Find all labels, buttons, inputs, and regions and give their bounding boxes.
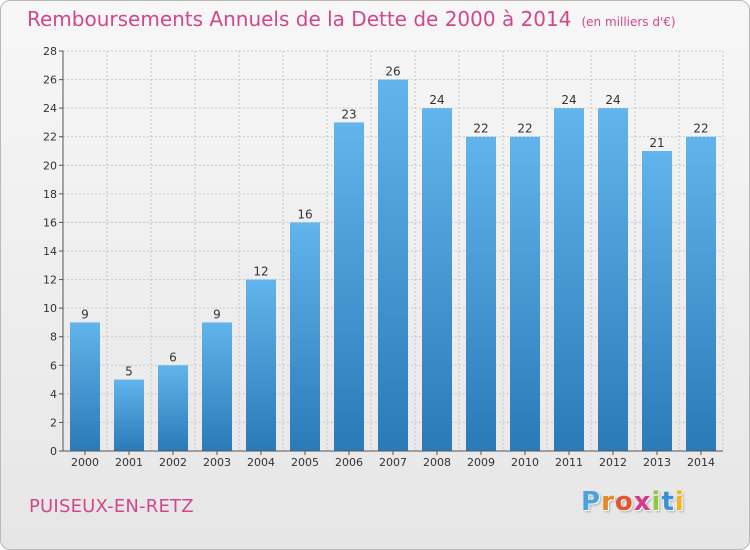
data-label-2011: 24 bbox=[561, 93, 576, 107]
x-tick-label-2005: 2005 bbox=[291, 456, 319, 469]
logo-letter: r bbox=[601, 487, 615, 517]
bar-2012 bbox=[598, 108, 628, 452]
y-tick-label: 18 bbox=[43, 188, 57, 201]
bar-2001 bbox=[114, 379, 144, 451]
logo-letter: i bbox=[674, 487, 685, 517]
bar-2010 bbox=[510, 136, 540, 451]
y-tick-label: 10 bbox=[43, 302, 57, 315]
x-tick-label-2004: 2004 bbox=[247, 456, 275, 469]
bar-2002 bbox=[158, 365, 188, 451]
y-tick-label: 16 bbox=[43, 216, 57, 229]
chart-unit: (en milliers d'€) bbox=[581, 15, 676, 29]
y-tick-label: 0 bbox=[50, 445, 57, 458]
data-label-2012: 24 bbox=[605, 93, 620, 107]
logo-letter: x bbox=[633, 487, 652, 517]
data-label-2010: 22 bbox=[517, 122, 532, 136]
y-tick-label: 2 bbox=[50, 416, 57, 429]
y-tick-label: 20 bbox=[43, 159, 57, 172]
y-tick-label: 12 bbox=[43, 274, 57, 287]
bar-2009 bbox=[466, 136, 496, 451]
chart-title-text: Remboursements Annuels de la Dette de 20… bbox=[27, 7, 572, 31]
x-tick-label-2009: 2009 bbox=[467, 456, 495, 469]
data-label-2001: 5 bbox=[125, 365, 133, 379]
x-tick-label-2007: 2007 bbox=[379, 456, 407, 469]
x-tick-label-2000: 2000 bbox=[71, 456, 99, 469]
x-tick-label-2013: 2013 bbox=[643, 456, 671, 469]
y-tick-label: 26 bbox=[43, 74, 57, 87]
bar-2005 bbox=[290, 222, 320, 451]
x-tick-label-2014: 2014 bbox=[687, 456, 715, 469]
logo-letter: i bbox=[651, 487, 662, 517]
x-tick-label-2011: 2011 bbox=[555, 456, 583, 469]
bars: 9 5 6 9 12 16 23 26 24 22 22 24 24 21 22 bbox=[70, 65, 716, 452]
bar-2006 bbox=[334, 122, 364, 451]
logo-letter: o bbox=[614, 487, 634, 517]
y-tick-label: 6 bbox=[50, 359, 57, 372]
bar-2008 bbox=[422, 108, 452, 452]
bar-2004 bbox=[246, 279, 276, 451]
y-tick-label: 28 bbox=[43, 45, 57, 58]
data-label-2000: 9 bbox=[81, 307, 89, 321]
y-tick-label: 8 bbox=[50, 331, 57, 344]
data-label-2009: 22 bbox=[473, 122, 488, 136]
y-tick-label: 4 bbox=[50, 388, 57, 401]
y-tick-label: 14 bbox=[43, 245, 57, 258]
bar-2000 bbox=[70, 322, 100, 451]
bar-2014 bbox=[686, 136, 716, 451]
logo-letter: P bbox=[581, 487, 602, 517]
x-tick-label-2003: 2003 bbox=[203, 456, 231, 469]
x-tick-label-2012: 2012 bbox=[599, 456, 627, 469]
x-tick-label-2001: 2001 bbox=[115, 456, 143, 469]
bar-2003 bbox=[202, 322, 232, 451]
x-tick-label-2002: 2002 bbox=[159, 456, 187, 469]
data-label-2004: 12 bbox=[253, 265, 268, 279]
data-label-2003: 9 bbox=[213, 307, 221, 321]
y-tick-label: 22 bbox=[43, 131, 57, 144]
data-label-2014: 22 bbox=[693, 122, 708, 136]
commune-name: PUISEUX-EN-RETZ bbox=[29, 496, 194, 517]
data-label-2007: 26 bbox=[385, 65, 400, 79]
x-tick-label-2008: 2008 bbox=[423, 456, 451, 469]
x-tick-label-2010: 2010 bbox=[511, 456, 539, 469]
chart-title: Remboursements Annuels de la Dette de 20… bbox=[27, 7, 676, 31]
logo-letter: t bbox=[661, 487, 675, 517]
data-label-2013: 21 bbox=[649, 136, 664, 150]
bar-2011 bbox=[554, 108, 584, 452]
y-tick-label: 24 bbox=[43, 102, 57, 115]
data-label-2002: 6 bbox=[169, 350, 177, 364]
data-label-2008: 24 bbox=[429, 93, 444, 107]
x-tick-label-2006: 2006 bbox=[335, 456, 363, 469]
bar-2007 bbox=[378, 79, 408, 452]
data-label-2005: 16 bbox=[297, 207, 312, 221]
proxiti-logo: Proxiti bbox=[581, 487, 685, 517]
bar-2013 bbox=[642, 151, 672, 451]
data-label-2006: 23 bbox=[341, 107, 356, 121]
